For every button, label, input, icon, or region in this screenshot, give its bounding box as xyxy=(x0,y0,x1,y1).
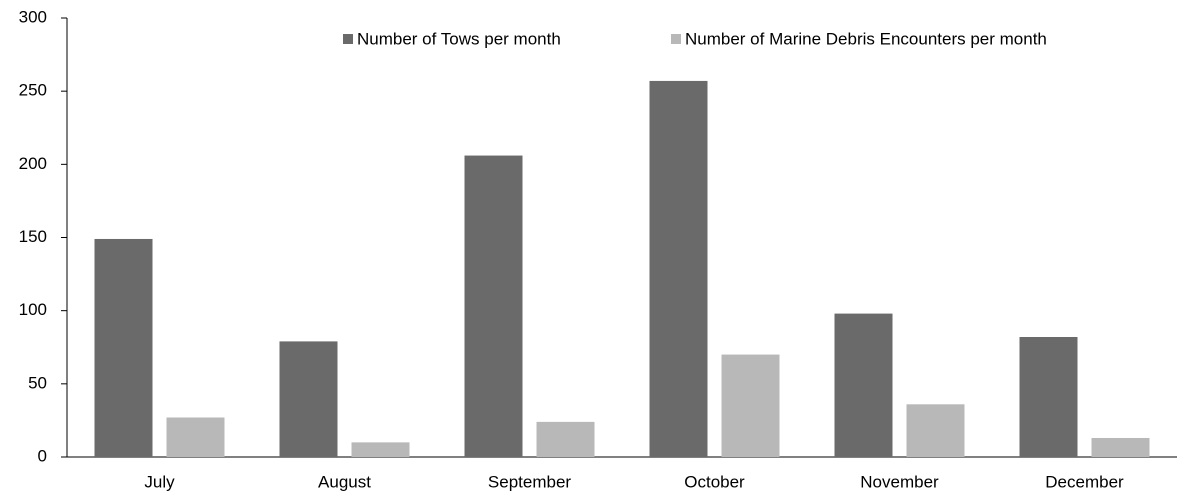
x-tick-label: July xyxy=(144,472,175,491)
legend-swatch xyxy=(343,34,353,44)
x-tick-label: November xyxy=(860,472,939,491)
bar xyxy=(94,238,153,457)
bar xyxy=(351,442,410,457)
x-tick-label: December xyxy=(1045,472,1124,491)
x-tick-label: August xyxy=(318,472,371,491)
y-tick-label: 200 xyxy=(19,154,47,173)
bar xyxy=(1019,337,1078,457)
bar xyxy=(279,341,338,457)
bar xyxy=(834,313,893,457)
legend-swatch xyxy=(671,34,681,44)
bar xyxy=(166,417,225,457)
x-tick-label: October xyxy=(684,472,745,491)
y-tick-label: 0 xyxy=(38,446,47,465)
y-tick-label: 150 xyxy=(19,227,47,246)
bar xyxy=(464,155,523,457)
y-tick-label: 250 xyxy=(19,81,47,100)
legend-label: Number of Tows per month xyxy=(357,29,561,48)
bar xyxy=(649,80,708,457)
bar xyxy=(906,404,965,457)
x-tick-label: September xyxy=(488,472,571,491)
y-tick-label: 100 xyxy=(19,300,47,319)
bar xyxy=(536,421,595,457)
bar xyxy=(1091,437,1150,457)
y-tick-label: 50 xyxy=(28,373,47,392)
y-tick-label: 300 xyxy=(19,7,47,26)
legend-label: Number of Marine Debris Encounters per m… xyxy=(685,29,1047,48)
bar xyxy=(721,354,780,457)
